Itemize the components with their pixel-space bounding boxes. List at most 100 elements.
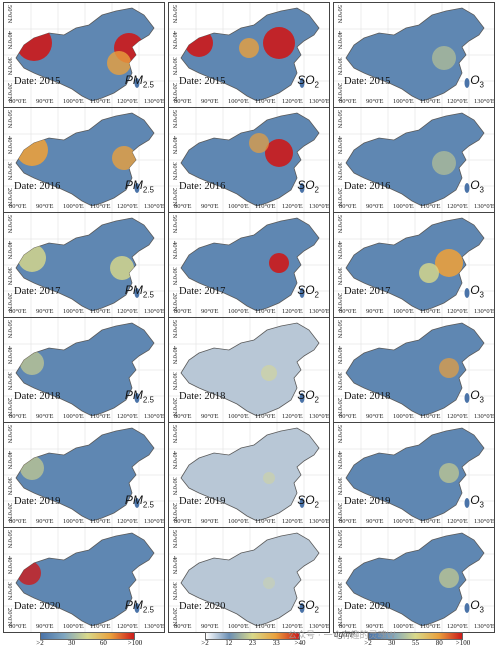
china-map xyxy=(4,108,164,212)
longitude-label: 90°0'E xyxy=(366,203,384,210)
longitude-label: 100°0'E xyxy=(393,413,414,420)
latitude-label: 40°0'N xyxy=(171,136,178,155)
latitude-label: 30°0'N xyxy=(6,162,13,181)
legend-bar-area: >2 30 60 >100 >2 12 23 33 >40 >2 30 55 80 >100 xyxy=(0,630,497,647)
map-panel: Date: 2017 SO2 50°0'N 40°0'N 30°0'N 20°0'N 80°… xyxy=(168,212,330,318)
longitude-label: 130°0'E xyxy=(309,203,330,210)
china-map xyxy=(4,528,164,632)
longitude-label: 130°0'E xyxy=(309,98,330,105)
legend-tick-label: 55 xyxy=(412,639,419,647)
china-map xyxy=(4,213,164,317)
longitude-label: 90°0'E xyxy=(201,203,219,210)
longitude-label: 110°0'E xyxy=(255,98,276,105)
longitude-label: 80°0'E xyxy=(174,413,192,420)
longitude-label: 130°0'E xyxy=(474,98,495,105)
longitude-label: 120°0'E xyxy=(447,623,468,630)
date-label: Date: 2015 xyxy=(14,76,61,87)
longitude-label: 80°0'E xyxy=(339,98,357,105)
country-shape xyxy=(345,532,485,627)
latitude-label: 50°0'N xyxy=(6,110,13,129)
island-shape xyxy=(299,603,305,613)
longitude-label: 130°0'E xyxy=(474,203,495,210)
longitude-label: 90°0'E xyxy=(366,623,384,630)
legend-tick-label: >2 xyxy=(364,639,372,647)
latitude-label: 40°0'N xyxy=(171,31,178,50)
unit-label: ug/m³ xyxy=(334,629,355,639)
latitude-label: 50°0'N xyxy=(6,5,13,24)
island-shape xyxy=(134,183,140,193)
longitude-label: 80°0'E xyxy=(174,98,192,105)
longitude-label: 110°0'E xyxy=(420,623,441,630)
legend-tick-label: 12 xyxy=(225,639,233,647)
date-label: Date: 2019 xyxy=(14,496,61,507)
longitude-label: 120°0'E xyxy=(282,98,303,105)
latitude-label: 50°0'N xyxy=(336,425,343,444)
concentration-hotspot xyxy=(185,29,213,57)
country-shape xyxy=(345,112,485,207)
island-shape xyxy=(299,183,305,193)
map-panel: Date: 2015 O3 50°0'N 40°0'N 30°0'N 20°0'N 80°0… xyxy=(333,2,495,108)
date-label: Date: 2017 xyxy=(14,286,61,297)
longitude-label: 80°0'E xyxy=(9,623,27,630)
latitude-label: 40°0'N xyxy=(171,451,178,470)
latitude-label: 50°0'N xyxy=(171,215,178,234)
concentration-hotspot xyxy=(265,139,293,167)
longitude-label: 80°0'E xyxy=(339,623,357,630)
longitude-label: 90°0'E xyxy=(201,98,219,105)
latitude-label: 40°0'N xyxy=(6,136,13,155)
latitude-label: 50°0'N xyxy=(336,215,343,234)
concentration-hotspot xyxy=(439,463,459,483)
longitude-label: 110°0'E xyxy=(255,203,276,210)
latitude-label: 40°0'N xyxy=(6,451,13,470)
longitude-label: 80°0'E xyxy=(9,203,27,210)
longitude-label: 90°0'E xyxy=(366,413,384,420)
longitude-label: 120°0'E xyxy=(117,98,138,105)
concentration-hotspot xyxy=(263,472,275,484)
longitude-label: 100°0'E xyxy=(393,623,414,630)
longitude-label: 80°0'E xyxy=(339,413,357,420)
longitude-label: 120°0'E xyxy=(282,203,303,210)
map-panel: Date: 2019 PM2.5 50°0'N 40°0'N 30°0'N 20°0'N 8… xyxy=(3,422,165,528)
map-panel: Date: 2017 O3 50°0'N 40°0'N 30°0'N 20°0'N 80°0… xyxy=(333,212,495,318)
concentration-hotspot xyxy=(249,133,269,153)
country-shape xyxy=(345,217,485,312)
latitude-label: 30°0'N xyxy=(171,162,178,181)
pollutant-label: O3 xyxy=(470,598,484,615)
latitude-label: 30°0'N xyxy=(6,267,13,286)
longitude-label: 110°0'E xyxy=(420,203,441,210)
color-legend-bar xyxy=(368,632,463,640)
longitude-label: 130°0'E xyxy=(309,518,330,525)
longitude-label: 110°0'E xyxy=(90,308,111,315)
date-label: Date: 2020 xyxy=(344,601,391,612)
latitude-label: 40°0'N xyxy=(336,556,343,575)
longitude-label: 100°0'E xyxy=(63,203,84,210)
latitude-label: 50°0'N xyxy=(6,320,13,339)
country-shape xyxy=(180,322,320,417)
country-shape xyxy=(180,112,320,207)
latitude-label: 40°0'N xyxy=(336,241,343,260)
longitude-label: 110°0'E xyxy=(420,308,441,315)
pollutant-label: PM2.5 xyxy=(124,388,154,405)
latitude-label: 40°0'N xyxy=(6,31,13,50)
longitude-label: 130°0'E xyxy=(144,203,165,210)
china-map xyxy=(334,108,494,212)
concentration-hotspot xyxy=(432,151,456,175)
map-panel: Date: 2020 SO2 50°0'N 40°0'N 30°0'N 20°0'N 80°… xyxy=(168,527,330,633)
island-shape xyxy=(464,498,470,508)
china-map xyxy=(334,213,494,317)
island-shape xyxy=(464,78,470,88)
pollutant-label: SO2 xyxy=(297,283,319,300)
longitude-label: 110°0'E xyxy=(90,413,111,420)
country-shape xyxy=(15,217,155,312)
latitude-label: 50°0'N xyxy=(171,320,178,339)
pollutant-label: SO2 xyxy=(297,388,319,405)
longitude-label: 130°0'E xyxy=(474,623,495,630)
pollutant-label: O3 xyxy=(470,178,484,195)
country-shape xyxy=(345,427,485,522)
concentration-hotspot xyxy=(239,38,259,58)
longitude-label: 120°0'E xyxy=(117,623,138,630)
china-map xyxy=(169,213,329,317)
latitude-label: 30°0'N xyxy=(6,372,13,391)
longitude-label: 130°0'E xyxy=(474,413,495,420)
longitude-label: 100°0'E xyxy=(228,98,249,105)
